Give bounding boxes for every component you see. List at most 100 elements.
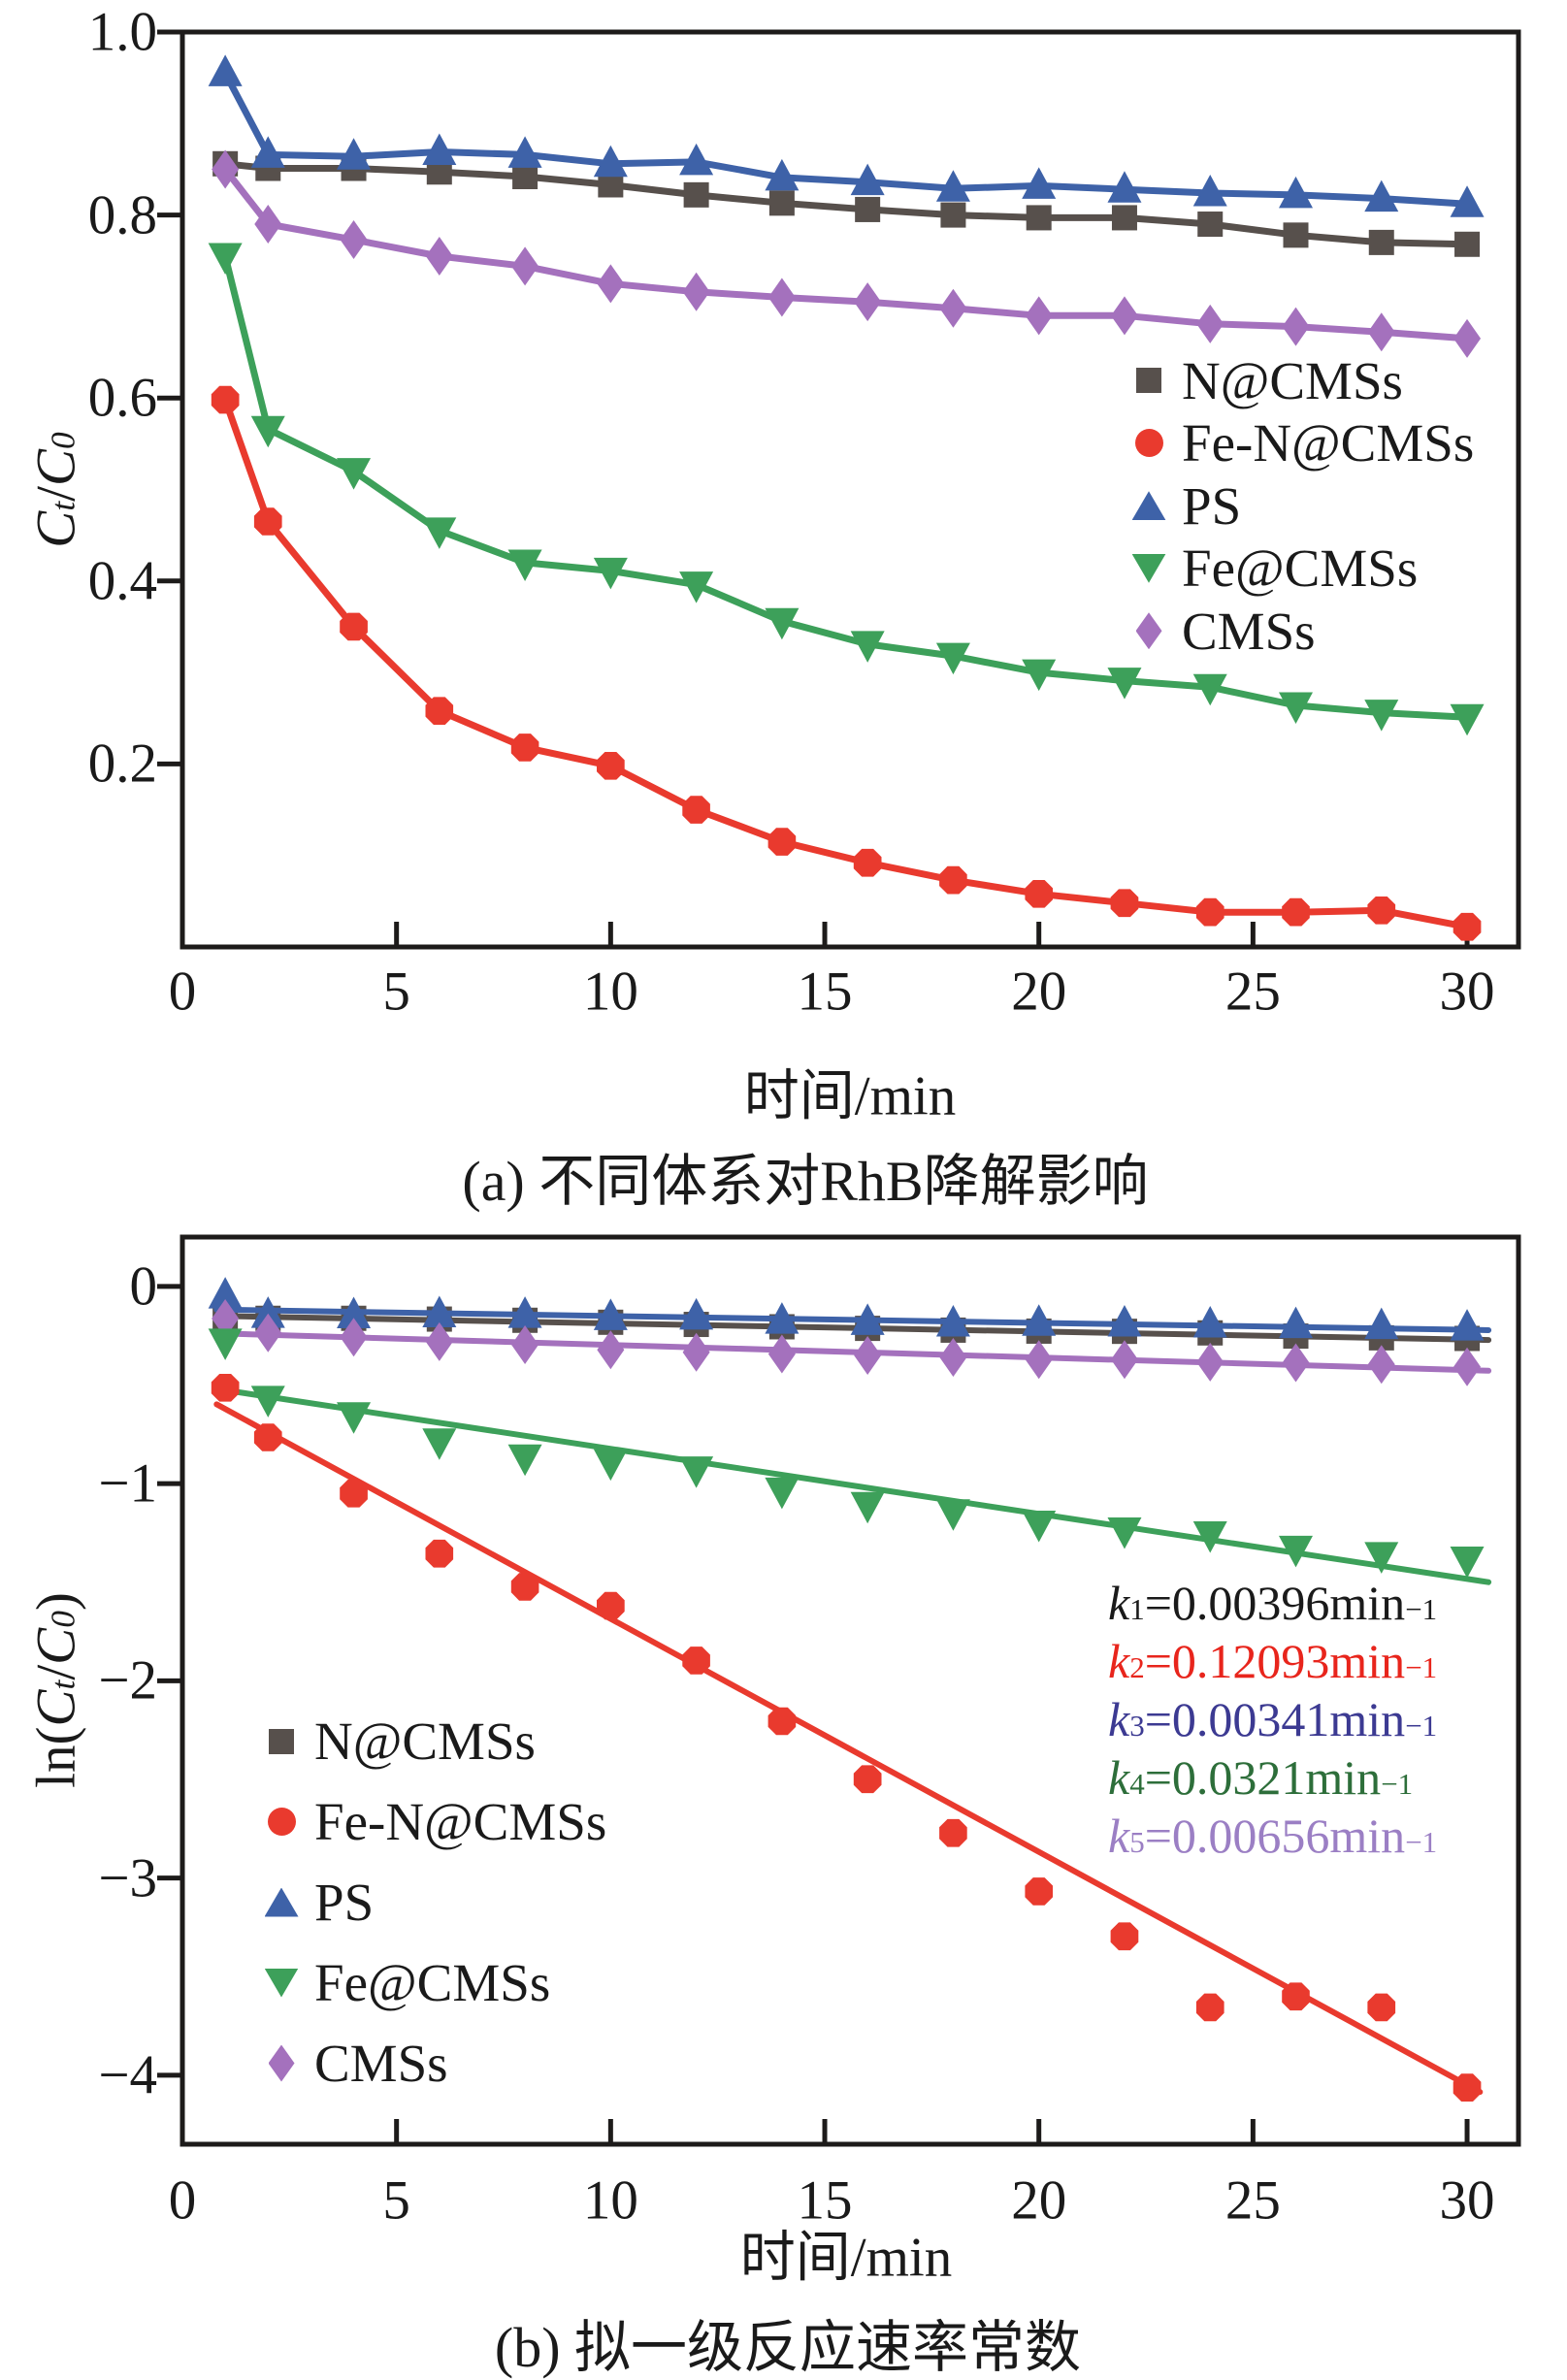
marker-box [1127, 491, 1170, 521]
series-Fe@CMSs [208, 243, 1485, 736]
x-tick-label-10: 10 [582, 2169, 638, 2232]
series-CMSs [212, 1298, 1492, 1386]
marker-box [1127, 612, 1170, 650]
series-line [221, 252, 1471, 721]
diamond-marker [1196, 1342, 1224, 1382]
diamond-marker [1110, 1340, 1138, 1380]
triangle-down-marker [1364, 1542, 1399, 1574]
circle-marker [853, 848, 882, 877]
legend-item-n-cmss: N@CMSs [1127, 349, 1474, 412]
triangle-up-marker [1192, 1306, 1227, 1338]
circle-marker [1367, 1993, 1396, 2022]
x-tick-label-15: 15 [797, 2169, 853, 2232]
legend-label: Fe@CMSs [314, 1953, 551, 2012]
circle-marker [939, 865, 967, 895]
marker-box [260, 1968, 303, 1998]
triangle-down-marker [1279, 1535, 1313, 1568]
triangle-down-marker [593, 1449, 628, 1482]
marker-box [260, 1808, 303, 1836]
circle-marker [340, 1479, 368, 1508]
circle-marker [682, 1646, 710, 1675]
legend-item-fe-cmss: Fe@CMSs [260, 1942, 606, 2023]
triangle-down-marker [250, 1386, 285, 1418]
legend-item-cmss: CMSs [260, 2023, 606, 2103]
y-tick-label-−1: −1 [98, 1452, 157, 1515]
triangle-down-marker [1364, 700, 1399, 732]
triangle-up-marker [337, 138, 372, 170]
triangle-up-marker [208, 1277, 243, 1309]
rate-constant-k2: k2=0.12093min−1 [1108, 1634, 1438, 1688]
diamond-marker [1367, 1345, 1395, 1385]
triangle-down-marker [1279, 692, 1313, 725]
y-tick-label-0.6: 0.6 [87, 367, 157, 429]
x-tick-label-25: 25 [1224, 2169, 1281, 2232]
triangle-up-marker [422, 133, 457, 166]
square-marker [512, 163, 539, 189]
triangle-up-marker [593, 145, 628, 178]
x-tick-label-25: 25 [1224, 961, 1281, 1023]
triangle-up-marker [1364, 179, 1399, 212]
series-line [221, 160, 1471, 248]
x-tick-label-0: 0 [168, 961, 197, 1023]
circle-marker [767, 1707, 797, 1736]
legend-item-fe-n-cmss: Fe-N@CMSs [260, 1781, 606, 1862]
triangle-down-marker [1107, 1516, 1142, 1549]
circle-marker [425, 697, 454, 725]
circle-marker-icon [267, 1808, 296, 1836]
triangle-up-marker [935, 1305, 970, 1337]
diamond-marker [212, 1298, 240, 1338]
triangle-up-marker [850, 163, 885, 196]
y-tick-label-0.2: 0.2 [87, 733, 157, 795]
diamond-marker [340, 1318, 368, 1357]
series-PS [208, 54, 1485, 217]
series-CMSs [212, 149, 1482, 358]
square-marker [683, 181, 709, 208]
triangle-down-marker-icon [1131, 553, 1166, 583]
diamond-marker [1025, 296, 1053, 336]
circle-marker [253, 507, 282, 536]
circle-marker [597, 752, 625, 780]
series-fit-line [213, 1306, 1492, 1333]
triangle-up-marker [1022, 1304, 1057, 1336]
circle-marker [1367, 897, 1396, 925]
circle-marker [211, 1374, 240, 1402]
y-tick-label-1.0: 1.0 [87, 1, 157, 63]
triangle-down-marker [422, 1428, 457, 1460]
x-tick-label-15: 15 [797, 961, 853, 1023]
square-marker [1111, 205, 1137, 231]
legend-item-cmss: CMSs [1127, 600, 1474, 663]
diamond-marker [939, 1337, 967, 1377]
circle-marker [1453, 912, 1482, 941]
triangle-up-marker [507, 1296, 542, 1328]
square-marker [1283, 222, 1309, 248]
series-Fe-N@CMSs [211, 385, 1482, 941]
x-tick-label-10: 10 [582, 961, 638, 1023]
diamond-marker [425, 1321, 453, 1361]
triangle-down-marker [507, 1444, 542, 1477]
triangle-up-marker [850, 1303, 885, 1335]
chart-a [157, 29, 1521, 950]
triangle-down-marker [935, 642, 970, 675]
triangle-down-marker [422, 517, 457, 549]
triangle-up-marker-icon [264, 1887, 299, 1917]
circle-marker [682, 796, 710, 824]
circle-marker [1282, 897, 1310, 927]
x-tick-label-30: 30 [1439, 2169, 1495, 2232]
rate-constants: k1=0.00396min−1 k2=0.12093min−1 k3=0.003… [1108, 1574, 1437, 1865]
triangle-down-marker [765, 1477, 800, 1510]
legend-item-ps: PS [260, 1862, 606, 1942]
x-tick-label-5: 5 [382, 2169, 410, 2232]
triangle-down-marker [850, 1491, 885, 1524]
diamond-marker [212, 149, 240, 189]
x-tick-label-20: 20 [1011, 2169, 1067, 2232]
x-tick-label-20: 20 [1011, 961, 1067, 1023]
triangle-up-marker [765, 158, 800, 191]
diamond-marker [597, 264, 625, 304]
x-tick-label-5: 5 [382, 961, 410, 1023]
triangle-up-marker [208, 54, 243, 86]
square-marker [1454, 231, 1481, 257]
legend-label: N@CMSs [314, 1712, 536, 1771]
triangle-up-marker [593, 1298, 628, 1330]
square-marker [940, 202, 966, 228]
triangle-up-marker [250, 136, 285, 168]
